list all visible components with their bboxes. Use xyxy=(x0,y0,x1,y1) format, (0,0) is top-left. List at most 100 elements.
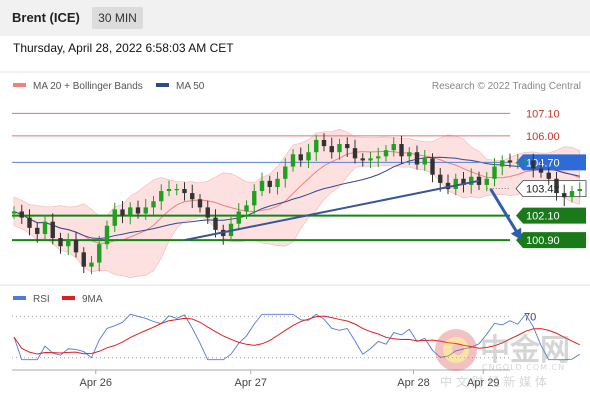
candle-body xyxy=(174,189,179,191)
candle xyxy=(445,174,451,195)
candle-body xyxy=(205,207,210,218)
x-tick-label: Apr 29 xyxy=(467,377,499,389)
candle xyxy=(469,168,474,194)
candle xyxy=(143,199,148,220)
candle-body xyxy=(314,139,319,153)
candle xyxy=(515,154,520,169)
candle-body xyxy=(445,182,451,189)
candle-body xyxy=(360,158,365,161)
candle-body xyxy=(383,150,389,157)
forecast-arrow-head xyxy=(510,227,522,241)
candle-body xyxy=(577,189,582,192)
rsi-plot: 70 xyxy=(12,311,580,361)
candle xyxy=(104,220,110,250)
candle-body xyxy=(135,207,141,214)
candle xyxy=(190,184,195,209)
candle-body xyxy=(128,207,133,216)
candle-body xyxy=(352,148,358,159)
candle xyxy=(97,235,102,272)
candle xyxy=(430,153,435,183)
candle xyxy=(500,155,505,176)
candle-body xyxy=(283,166,288,179)
main-plot: 107.10 106.00 104.70 103.42 102.10 100.90 xyxy=(11,108,587,279)
candle-body xyxy=(422,158,427,165)
level-tag-100.90 xyxy=(516,232,586,249)
candle-body xyxy=(321,139,327,147)
candle xyxy=(329,137,334,159)
level-label-100.90: 100.90 xyxy=(526,235,560,247)
candle xyxy=(174,183,179,196)
x-tick-label: Apr 26 xyxy=(80,377,112,389)
candle-body xyxy=(27,217,32,228)
level-tag-103.42 xyxy=(515,180,587,197)
legend-ma20-swatch xyxy=(13,83,26,87)
candle-body xyxy=(538,168,544,173)
candle xyxy=(360,153,365,167)
candle xyxy=(523,155,528,170)
candle-body xyxy=(484,178,489,185)
candle-body xyxy=(500,160,505,167)
candle-body xyxy=(112,209,117,226)
candle-body xyxy=(461,178,466,185)
candle xyxy=(11,206,17,219)
x-tick-label: Apr 27 xyxy=(235,377,267,389)
candle xyxy=(50,213,55,245)
candle xyxy=(314,134,319,162)
candle-body xyxy=(11,211,17,214)
candle xyxy=(58,232,63,254)
legend-9ma-label: 9MA xyxy=(82,294,103,305)
candle-body xyxy=(345,144,350,149)
candle xyxy=(159,184,164,211)
candle xyxy=(507,153,513,168)
candle-body xyxy=(546,172,551,179)
candle-body xyxy=(73,240,79,253)
candle-body xyxy=(267,180,272,187)
candle xyxy=(244,200,249,220)
candle xyxy=(213,209,218,238)
legend-rsi-swatch xyxy=(13,296,26,300)
candle-body xyxy=(562,193,567,198)
candle xyxy=(73,231,79,258)
candle-body xyxy=(213,217,218,230)
candle xyxy=(135,200,141,219)
legend-ma50-label: MA 50 xyxy=(176,81,205,92)
candle xyxy=(252,184,257,215)
candle xyxy=(577,182,582,198)
candle-body xyxy=(182,189,187,194)
candle xyxy=(391,137,396,157)
candle-body xyxy=(469,176,474,185)
candle xyxy=(337,138,342,160)
candle-body xyxy=(197,199,203,208)
candle xyxy=(422,149,427,171)
trendline xyxy=(184,179,480,242)
candle-body xyxy=(368,158,373,161)
candle xyxy=(554,172,559,201)
candle xyxy=(66,233,71,256)
candle-body xyxy=(507,160,513,163)
candle xyxy=(197,194,203,213)
candle-body xyxy=(42,221,48,234)
candle-body xyxy=(19,211,24,218)
candle-body xyxy=(275,178,280,187)
candle xyxy=(290,149,296,172)
candle xyxy=(27,209,32,236)
timeframe-button[interactable]: 30 MIN xyxy=(92,7,143,29)
instrument-title: Brent (ICE) xyxy=(12,10,80,25)
candle-body xyxy=(244,205,249,212)
candle xyxy=(352,139,358,164)
candle-body xyxy=(430,158,435,175)
watermark: 中金网 CNGOLD.COM.CN 中 文 财 经 新 媒 体 xyxy=(435,329,570,389)
candle xyxy=(306,143,311,168)
candle xyxy=(128,202,133,225)
candle-body xyxy=(151,201,156,208)
chart-timestamp: Thursday, April 28, 2022 6:58:03 AM CET xyxy=(13,41,234,55)
candle-body xyxy=(252,191,257,206)
candle xyxy=(35,222,40,243)
candle-body xyxy=(376,156,381,159)
x-axis: Apr 26 Apr 27 Apr 28 Apr 29 xyxy=(80,370,499,389)
candle-body xyxy=(58,238,63,247)
candle xyxy=(151,196,156,215)
legend-ma50-swatch xyxy=(156,83,169,87)
watermark-logo-icon xyxy=(435,329,477,371)
candle-body xyxy=(298,154,303,161)
